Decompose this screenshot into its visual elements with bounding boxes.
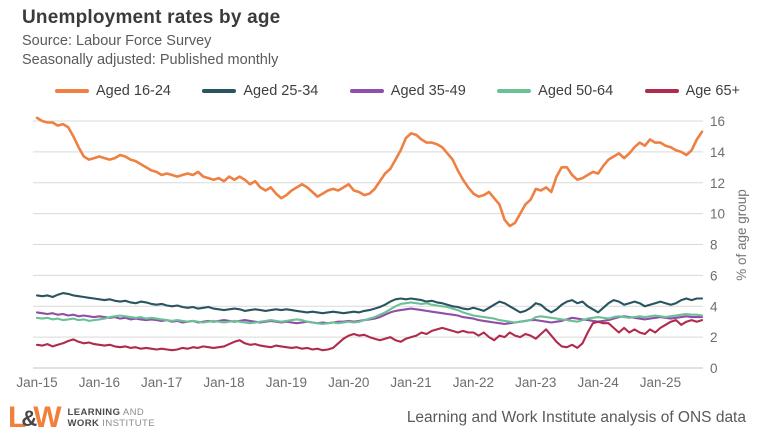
legend-label-aged-35-49: Aged 35-49 — [390, 83, 466, 99]
chart-header: Unemployment rates by age Source: Labour… — [22, 7, 280, 71]
legend-label-age-65: Age 65+ — [685, 83, 740, 99]
y-tick-label-14: 14 — [710, 145, 726, 160]
x-tick-label-jan-17: Jan-17 — [141, 375, 182, 390]
gridlines-layer — [33, 120, 703, 369]
lw-logo-mark: L & W — [8, 401, 62, 434]
x-tick-label-jan-25: Jan-25 — [640, 375, 681, 390]
legend-swatch-aged-25-34 — [202, 89, 237, 93]
x-tick-label-jan-22: Jan-22 — [453, 375, 494, 390]
logo-letter-w: W — [33, 401, 61, 434]
series-line-aged-50-64 — [35, 301, 704, 326]
legend: Aged 16-24 Aged 25-34 Aged 35-49 Aged 50-64… — [55, 83, 740, 99]
logo-letter-l: L — [8, 401, 26, 434]
logo-ampersand: & — [21, 406, 38, 431]
x-tick-label-jan-19: Jan-19 — [266, 375, 307, 390]
legend-label-aged-25-34: Aged 25-34 — [243, 83, 319, 99]
legend-swatch-aged-50-64 — [497, 89, 532, 93]
x-tick-label-jan-18: Jan-18 — [203, 375, 244, 390]
logo-line1-bold: LEARNING — [67, 406, 121, 418]
logo-line1-rest: AND — [120, 406, 145, 418]
series-line-aged-25-34 — [35, 292, 704, 315]
series-layer — [35, 116, 704, 352]
legend-item-aged-35-49: Aged 35-49 — [349, 83, 466, 99]
series-line-aged-16-24 — [35, 116, 704, 228]
legend-swatch-aged-35-49 — [349, 89, 384, 93]
logo-line2-bold: WORK — [67, 418, 100, 429]
y-tick-label-6: 6 — [710, 268, 718, 283]
series-line-age-65 — [35, 319, 704, 352]
legend-item-aged-50-64: Aged 50-64 — [497, 83, 613, 99]
legend-item-age-65: Age 65+ — [644, 83, 740, 99]
y-tick-label-12: 12 — [710, 176, 725, 191]
y-tick-label-0: 0 — [710, 361, 718, 376]
line-chart: 0 2 4 6 8 10 12 14 16 Jan-15 Jan-16 Jan-17 Jan-18 Jan… — [16, 114, 749, 390]
x-tick-label-jan-15: Jan-15 — [16, 375, 57, 390]
axis-labels-layer: 0 2 4 6 8 10 12 14 16 Jan-15 Jan-16 Jan-17 Jan-18 Jan… — [16, 114, 725, 390]
x-tick-label-jan-23: Jan-23 — [515, 375, 556, 390]
lw-institute-logo: L & W LEARNING AND WORK INSTITUTE — [8, 403, 155, 433]
credit-text: Learning and Work Institute analysis of … — [406, 409, 746, 426]
logo-line2-rest: INSTITUTE — [99, 418, 155, 429]
y-axis-title: % of age group — [734, 189, 749, 281]
chart-title: Unemployment rates by age — [22, 7, 281, 28]
legend-item-aged-25-34: Aged 25-34 — [202, 83, 318, 99]
x-tick-label-jan-21: Jan-21 — [390, 375, 431, 390]
legend-item-aged-16-24: Aged 16-24 — [55, 83, 171, 99]
legend-label-aged-16-24: Aged 16-24 — [96, 83, 171, 99]
x-tick-label-jan-24: Jan-24 — [577, 375, 619, 390]
y-tick-label-16: 16 — [710, 114, 725, 129]
legend-swatch-age-65 — [644, 89, 679, 93]
legend-label-aged-50-64: Aged 50-64 — [538, 83, 614, 99]
y-tick-label-4: 4 — [710, 299, 718, 314]
y-tick-label-2: 2 — [710, 330, 718, 345]
x-tick-label-jan-20: Jan-20 — [328, 375, 369, 390]
x-tick-label-jan-16: Jan-16 — [79, 375, 120, 390]
chart-source: Source: Labour Force Survey — [22, 33, 212, 49]
legend-swatch-aged-16-24 — [55, 89, 89, 93]
y-tick-label-8: 8 — [710, 238, 718, 253]
y-tick-label-10: 10 — [710, 207, 725, 222]
logo-wordmark: LEARNING AND WORK INSTITUTE — [68, 407, 155, 430]
chart-note: Seasonally adjusted: Published monthly — [22, 52, 279, 68]
